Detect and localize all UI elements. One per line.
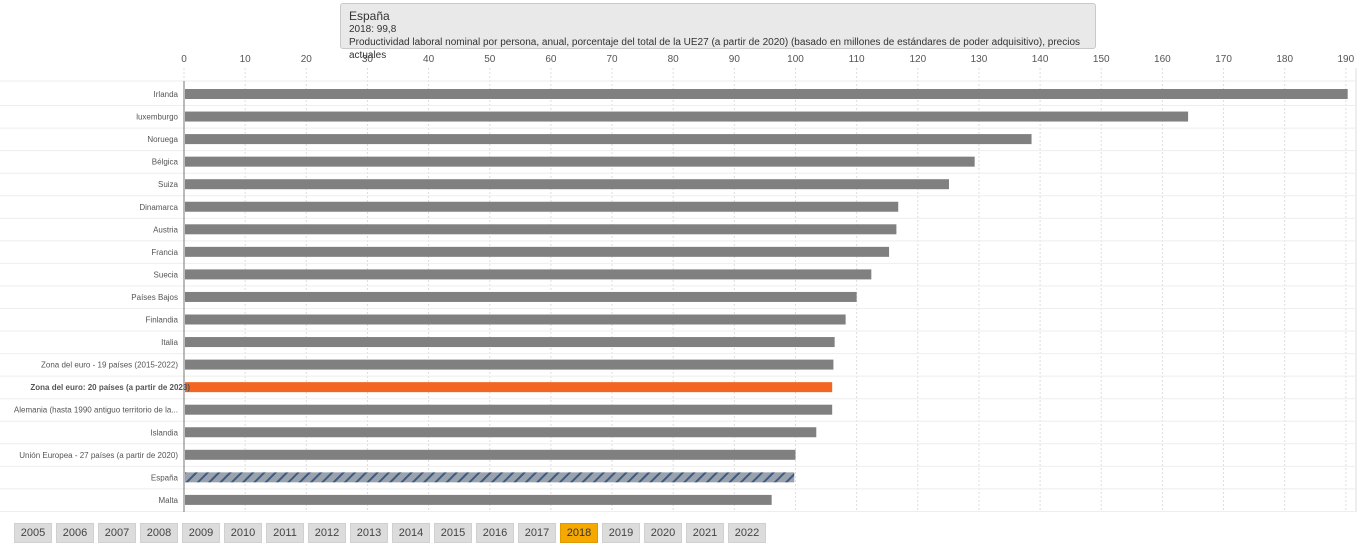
x-tick-label: 70 — [606, 54, 618, 65]
bar-chart: 0 10 20 30 40 50 60 70 80 90 100 110 120 130 140 150 160… — [0, 54, 1357, 512]
bar[interactable] — [185, 156, 975, 167]
x-tick-label: 20 — [301, 54, 313, 65]
year-button-2014[interactable]: 2014 — [392, 523, 430, 543]
bar[interactable] — [185, 427, 817, 438]
bar[interactable] — [185, 337, 835, 348]
category-label: Dinamarca — [139, 203, 178, 212]
year-button-2022[interactable]: 2022 — [728, 523, 766, 543]
bar[interactable] — [185, 291, 857, 302]
tooltip-country: España — [349, 9, 390, 23]
year-button-2005[interactable]: 2005 — [14, 523, 52, 543]
category-label: Bélgica — [152, 158, 179, 167]
category-label: Irlanda — [154, 90, 179, 99]
x-tick-label: 150 — [1093, 54, 1110, 65]
x-tick-label: 90 — [729, 54, 741, 65]
year-button-2013[interactable]: 2013 — [350, 523, 388, 543]
category-label: Malta — [158, 496, 178, 505]
x-tick-label: 180 — [1276, 54, 1293, 65]
tooltip-value: 2018: 99,8 — [349, 24, 397, 35]
x-tick-label: 190 — [1338, 54, 1355, 65]
category-label: Austria — [153, 225, 178, 234]
x-tick-label: 120 — [909, 54, 926, 65]
bar[interactable] — [185, 246, 890, 257]
x-tick-label: 140 — [1032, 54, 1049, 65]
year-button-2019[interactable]: 2019 — [602, 523, 640, 543]
category-label: España — [151, 473, 179, 482]
x-tick-label: 160 — [1154, 54, 1171, 65]
bar[interactable] — [185, 179, 949, 190]
tooltip: España 2018: 99,8 Productividad laboral … — [340, 3, 1096, 61]
bar[interactable] — [185, 224, 897, 235]
x-tick-label: 40 — [423, 54, 435, 65]
year-button-2011[interactable]: 2011 — [266, 523, 304, 543]
year-button-2012[interactable]: 2012 — [308, 523, 346, 543]
year-button-2006[interactable]: 2006 — [56, 523, 94, 543]
year-button-2009[interactable]: 2009 — [182, 523, 220, 543]
category-label: Finlandia — [146, 316, 179, 325]
x-tick-label: 10 — [240, 54, 252, 65]
x-tick-label: 60 — [545, 54, 557, 65]
bar[interactable] — [185, 472, 795, 483]
category-label: Francia — [151, 248, 178, 257]
year-button-2010[interactable]: 2010 — [224, 523, 262, 543]
x-tick-label: 100 — [787, 54, 804, 65]
bar[interactable] — [185, 134, 1032, 145]
x-tick-label: 0 — [181, 54, 187, 65]
year-selector: 2005 2006 2007 2008 2009 2010 2011 2012 2013 2014… — [14, 523, 770, 545]
x-tick-label: 170 — [1215, 54, 1232, 65]
tooltip-description: Productividad laboral nominal por person… — [349, 37, 1081, 61]
category-label: Países Bajos — [131, 293, 178, 302]
year-button-2016[interactable]: 2016 — [476, 523, 514, 543]
category-label: Zona del euro: 20 países (a partir de 20… — [30, 383, 190, 392]
x-tick-label: 50 — [484, 54, 496, 65]
year-button-2015[interactable]: 2015 — [434, 523, 472, 543]
bar[interactable] — [185, 382, 833, 393]
x-tick-label: 110 — [849, 54, 865, 65]
category-label: Noruega — [147, 135, 178, 144]
category-label: Zona del euro - 19 países (2015-2022) — [41, 361, 178, 370]
x-tick-label: 30 — [362, 54, 374, 65]
bar[interactable] — [185, 449, 796, 460]
bar[interactable] — [185, 201, 899, 212]
bar[interactable] — [185, 111, 1189, 122]
year-button-2007[interactable]: 2007 — [98, 523, 136, 543]
bar[interactable] — [185, 269, 872, 280]
year-button-2017[interactable]: 2017 — [518, 523, 556, 543]
x-tick-label: 130 — [971, 54, 988, 65]
category-label: Islandia — [150, 428, 178, 437]
bar[interactable] — [185, 404, 833, 415]
category-label: Italia — [161, 338, 178, 347]
year-button-2018[interactable]: 2018 — [560, 523, 598, 543]
bar[interactable] — [185, 494, 772, 505]
bar[interactable] — [185, 89, 1348, 99]
bar[interactable] — [185, 314, 846, 325]
category-label: Alemania (hasta 1990 antiguo territorio … — [14, 406, 178, 415]
year-button-2008[interactable]: 2008 — [140, 523, 178, 543]
category-label: Suiza — [158, 180, 179, 189]
x-tick-label: 80 — [668, 54, 680, 65]
bar[interactable] — [185, 359, 834, 370]
category-label: Suecia — [154, 270, 179, 279]
year-button-2020[interactable]: 2020 — [644, 523, 682, 543]
category-label: Unión Europea - 27 países (a partir de 2… — [19, 451, 178, 460]
category-label: luxemburgo — [136, 113, 178, 122]
year-button-2021[interactable]: 2021 — [686, 523, 724, 543]
